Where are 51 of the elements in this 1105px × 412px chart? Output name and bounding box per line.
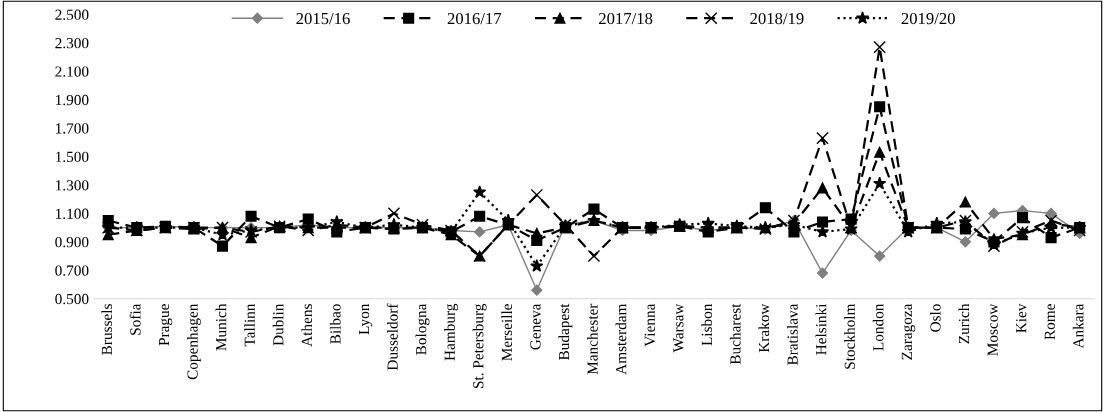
legend-label: 2019/20: [901, 12, 955, 25]
x-tick-label: Bologna: [415, 303, 430, 355]
x-tick-label: Dusseldorf: [386, 303, 398, 371]
x-tick-label: Warsaw: [673, 303, 684, 353]
x-tick-label: Dublin: [272, 303, 284, 346]
x-tick-label: Bucharest: [729, 303, 741, 365]
x-tick-label: Ankara: [1072, 303, 1084, 349]
legend-label: 2018/19: [750, 12, 804, 25]
x-tick-label: Vienna: [644, 303, 655, 347]
x-tick-label: Zurich: [958, 303, 970, 344]
y-tick-label: 0.900: [55, 236, 89, 248]
x-tick-label: Hamburg: [444, 303, 459, 361]
x-tick-label: Geneva: [530, 303, 541, 350]
x-tick-label: Bratislava: [787, 303, 798, 366]
y-tick-label: 0.700: [55, 265, 89, 276]
y-tick-label: 2.500: [55, 9, 89, 20]
legend-label: 2017/18: [599, 12, 653, 25]
x-tick-label: Munich: [215, 303, 227, 351]
y-tick-label: 0.500: [55, 293, 89, 305]
x-tick-label: Moscow: [987, 303, 998, 356]
x-tick-label: Athens: [301, 304, 313, 347]
x-tick-label: Kiev: [1016, 303, 1027, 333]
x-tick-label: Zaragoza: [901, 303, 916, 360]
y-tick-label: 1.900: [56, 94, 89, 106]
x-tick-label: Amsterdam: [615, 303, 627, 375]
x-tick-label: Stockholm: [844, 303, 855, 369]
x-tick-label: Manchester: [587, 303, 598, 375]
y-tick-label: 1.100: [56, 208, 89, 219]
x-tick-label: Oslo: [929, 304, 941, 332]
x-tick-label: Tallinn: [244, 303, 255, 347]
x-tick-label: Sofia: [129, 303, 141, 335]
x-tick-label: Krakow: [758, 303, 770, 353]
x-tick-label: St. Petersburg: [472, 303, 487, 388]
legend-label: 2016/17: [447, 12, 502, 25]
y-tick-label: 1.700: [56, 123, 89, 134]
x-tick-label: Helsinki: [815, 303, 827, 355]
y-tick-label: 1.500: [56, 151, 89, 163]
y-tick-label: 2.100: [55, 66, 89, 77]
x-tick-label: Lyon: [358, 303, 373, 335]
legend-label: 2015/16: [296, 12, 350, 25]
y-tick-label: 2.300: [55, 37, 89, 49]
x-tick-label: Prague: [158, 304, 173, 346]
x-tick-label: Budapest: [558, 303, 573, 360]
x-tick-label: Bilbao: [329, 304, 341, 344]
x-tick-label: Lisbon: [701, 303, 713, 346]
x-tick-label: Merseille: [501, 304, 513, 361]
y-tick-label: 1.300: [56, 180, 89, 191]
x-tick-label: Copenhagen: [186, 303, 201, 380]
x-tick-label: Brussels: [101, 304, 113, 355]
x-tick-label: Rome: [1044, 304, 1055, 340]
x-tick-label: London: [872, 303, 884, 351]
